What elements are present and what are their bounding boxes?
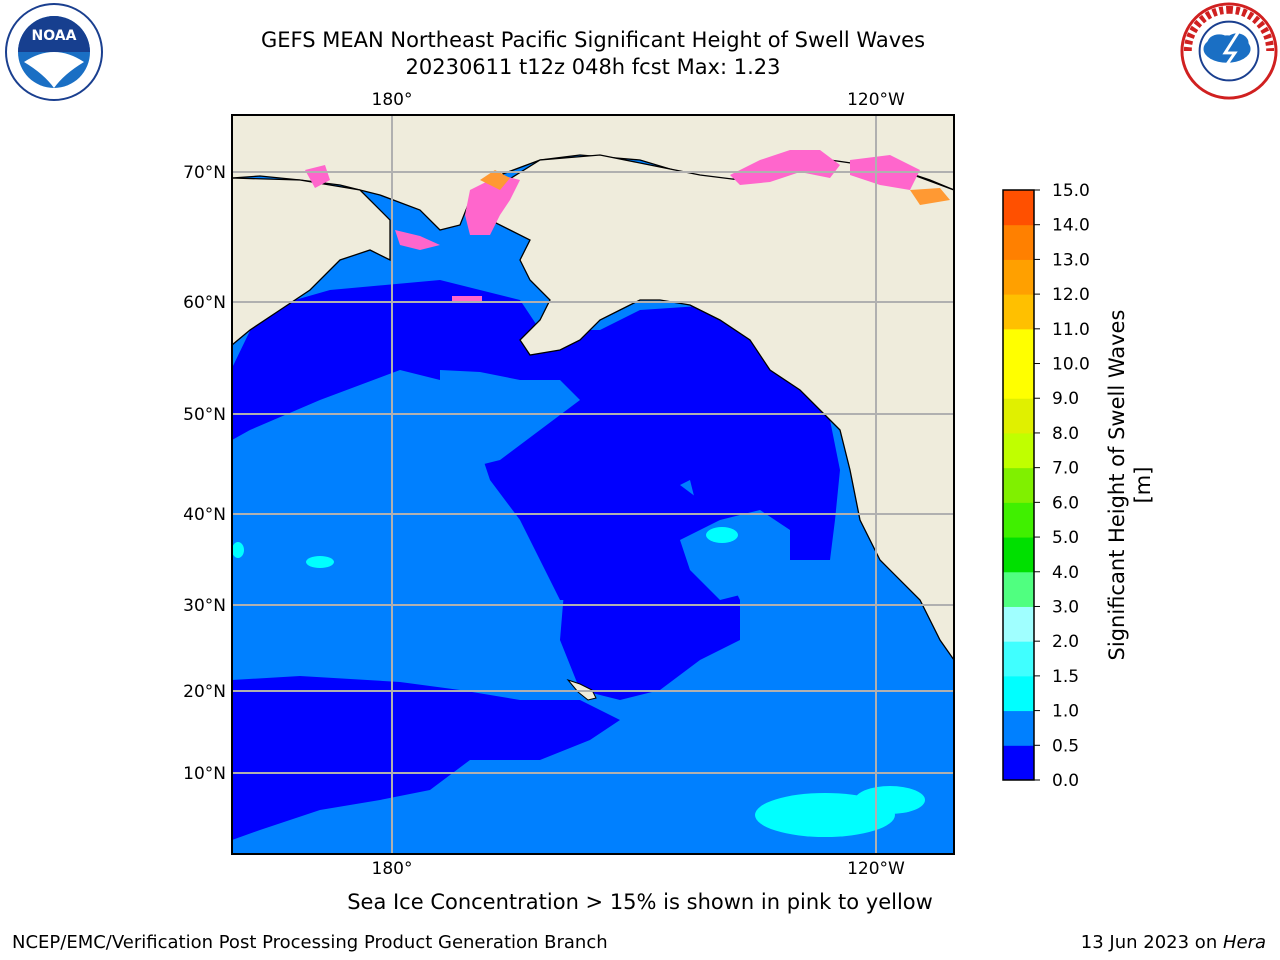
lat-label-50n: 50°N <box>183 405 226 425</box>
colorbar-bin <box>1003 502 1034 538</box>
noaa-logo: NOAA <box>5 3 103 101</box>
colorbar-tick-label: 1.5 <box>1052 667 1079 687</box>
colorbar-tick-label: 0.5 <box>1052 736 1079 756</box>
sea-ice-siberian <box>395 230 440 250</box>
chart-title: GEFS MEAN Northeast Pacific Significant … <box>260 28 926 52</box>
low-swell-north-pacific <box>232 280 840 600</box>
footer-credit: NCEP/EMC/Verification Post Processing Pr… <box>12 932 608 953</box>
land-kamchatka <box>232 177 391 346</box>
colorbar-bin <box>1003 432 1034 469</box>
colorbar-bin <box>1003 641 1034 677</box>
noaa-logo-text: NOAA <box>32 28 77 44</box>
nws-logo <box>1180 2 1278 100</box>
colorbar: 0.0 0.5 1.0 1.5 2.0 3.0 4.0 5.0 6.0 7.0 8.0 9.0 10.0… <box>1002 181 1090 791</box>
colorbar-bin <box>1003 710 1034 746</box>
colorbar-tick-label: 8.0 <box>1052 424 1079 444</box>
chart-subtitle: 20230611 t12z 048h fcst Max: 1.23 <box>405 55 781 79</box>
sea-ice-chukchi <box>730 150 840 185</box>
lon-label-top-120w: 120°W <box>847 90 905 110</box>
colorbar-tick-label: 12.0 <box>1052 285 1090 305</box>
colorbar-bin <box>1003 328 1034 365</box>
colorbar-bin <box>1003 571 1034 607</box>
lat-label-40n: 40°N <box>183 505 226 525</box>
lat-label-70n: 70°N <box>183 163 226 183</box>
sea-ice-edge-orange <box>480 170 510 190</box>
colorbar-bin <box>1003 294 1034 330</box>
footer-date-text: 13 Jun 2023 on <box>1080 932 1223 953</box>
colorbar-tick-label: 6.0 <box>1052 493 1079 513</box>
colorbar-tick-label: 10.0 <box>1052 355 1090 375</box>
lon-label-bottom-180: 180° <box>372 859 413 879</box>
lat-label-20n: 20°N <box>183 682 226 702</box>
lat-label-60n: 60°N <box>183 293 226 313</box>
mid-swell-gulf <box>440 370 580 470</box>
colorbar-bin <box>1003 224 1034 260</box>
map-area <box>232 115 954 854</box>
colorbar-tick-label: 11.0 <box>1052 320 1090 340</box>
colorbar-tick-label: 9.0 <box>1052 389 1079 409</box>
low-swell-tropical <box>232 676 620 840</box>
colorbar-bin <box>1003 398 1034 434</box>
lat-label-30n: 30°N <box>183 596 226 616</box>
colorbar-bin <box>1003 467 1034 503</box>
lon-label-top-180: 180° <box>372 90 413 110</box>
colorbar-bin <box>1003 190 1034 226</box>
colorbar-bin <box>1003 675 1034 712</box>
lat-label-10n: 10°N <box>183 764 226 784</box>
sea-ice-kolyma <box>305 165 330 188</box>
gridlines <box>232 115 954 854</box>
colorbar-tick-label: 2.0 <box>1052 632 1079 652</box>
colorbar-label: Significant Height of Swell Waves [m] <box>1105 309 1155 661</box>
high-swell-patch-west <box>306 556 334 568</box>
colorbar-tick-label: 1.0 <box>1052 702 1079 722</box>
colorbar-tick-label: 3.0 <box>1052 597 1079 617</box>
high-swell-patch-southeast <box>855 786 925 814</box>
sea-ice-strip <box>452 296 482 301</box>
colorbar-tick-label: 14.0 <box>1052 216 1090 236</box>
high-swell-patch-edge <box>232 542 244 558</box>
colorbar-bin <box>1003 259 1034 295</box>
colorbar-tick-label: 13.0 <box>1052 250 1090 270</box>
high-swell-patch-central <box>706 527 738 543</box>
colorbar-tick-label: 15.0 <box>1052 181 1090 201</box>
sea-ice-caption: Sea Ice Concentration > 15% is shown in … <box>347 890 933 914</box>
colorbar-bin <box>1003 537 1034 573</box>
sea-ice-bering <box>465 175 520 235</box>
low-swell-central <box>545 450 740 700</box>
colorbar-tick-label: 5.0 <box>1052 528 1079 548</box>
colorbar-tick-label: 0.0 <box>1052 771 1079 791</box>
footer-date: 13 Jun 2023 on Hera <box>1081 932 1266 953</box>
colorbar-bin <box>1003 745 1034 781</box>
sea-ice-edge-orange-2 <box>910 188 950 205</box>
map-frame <box>231 114 955 855</box>
footer-host: Hera <box>1222 932 1266 953</box>
colorbar-tick-label: 7.0 <box>1052 459 1079 479</box>
lon-label-bottom-120w: 120°W <box>847 859 905 879</box>
colorbar-frame <box>1002 189 1035 781</box>
colorbar-bin <box>1003 606 1034 642</box>
colorbar-tick-label: 4.0 <box>1052 563 1079 583</box>
colorbar-bin <box>1003 363 1034 399</box>
